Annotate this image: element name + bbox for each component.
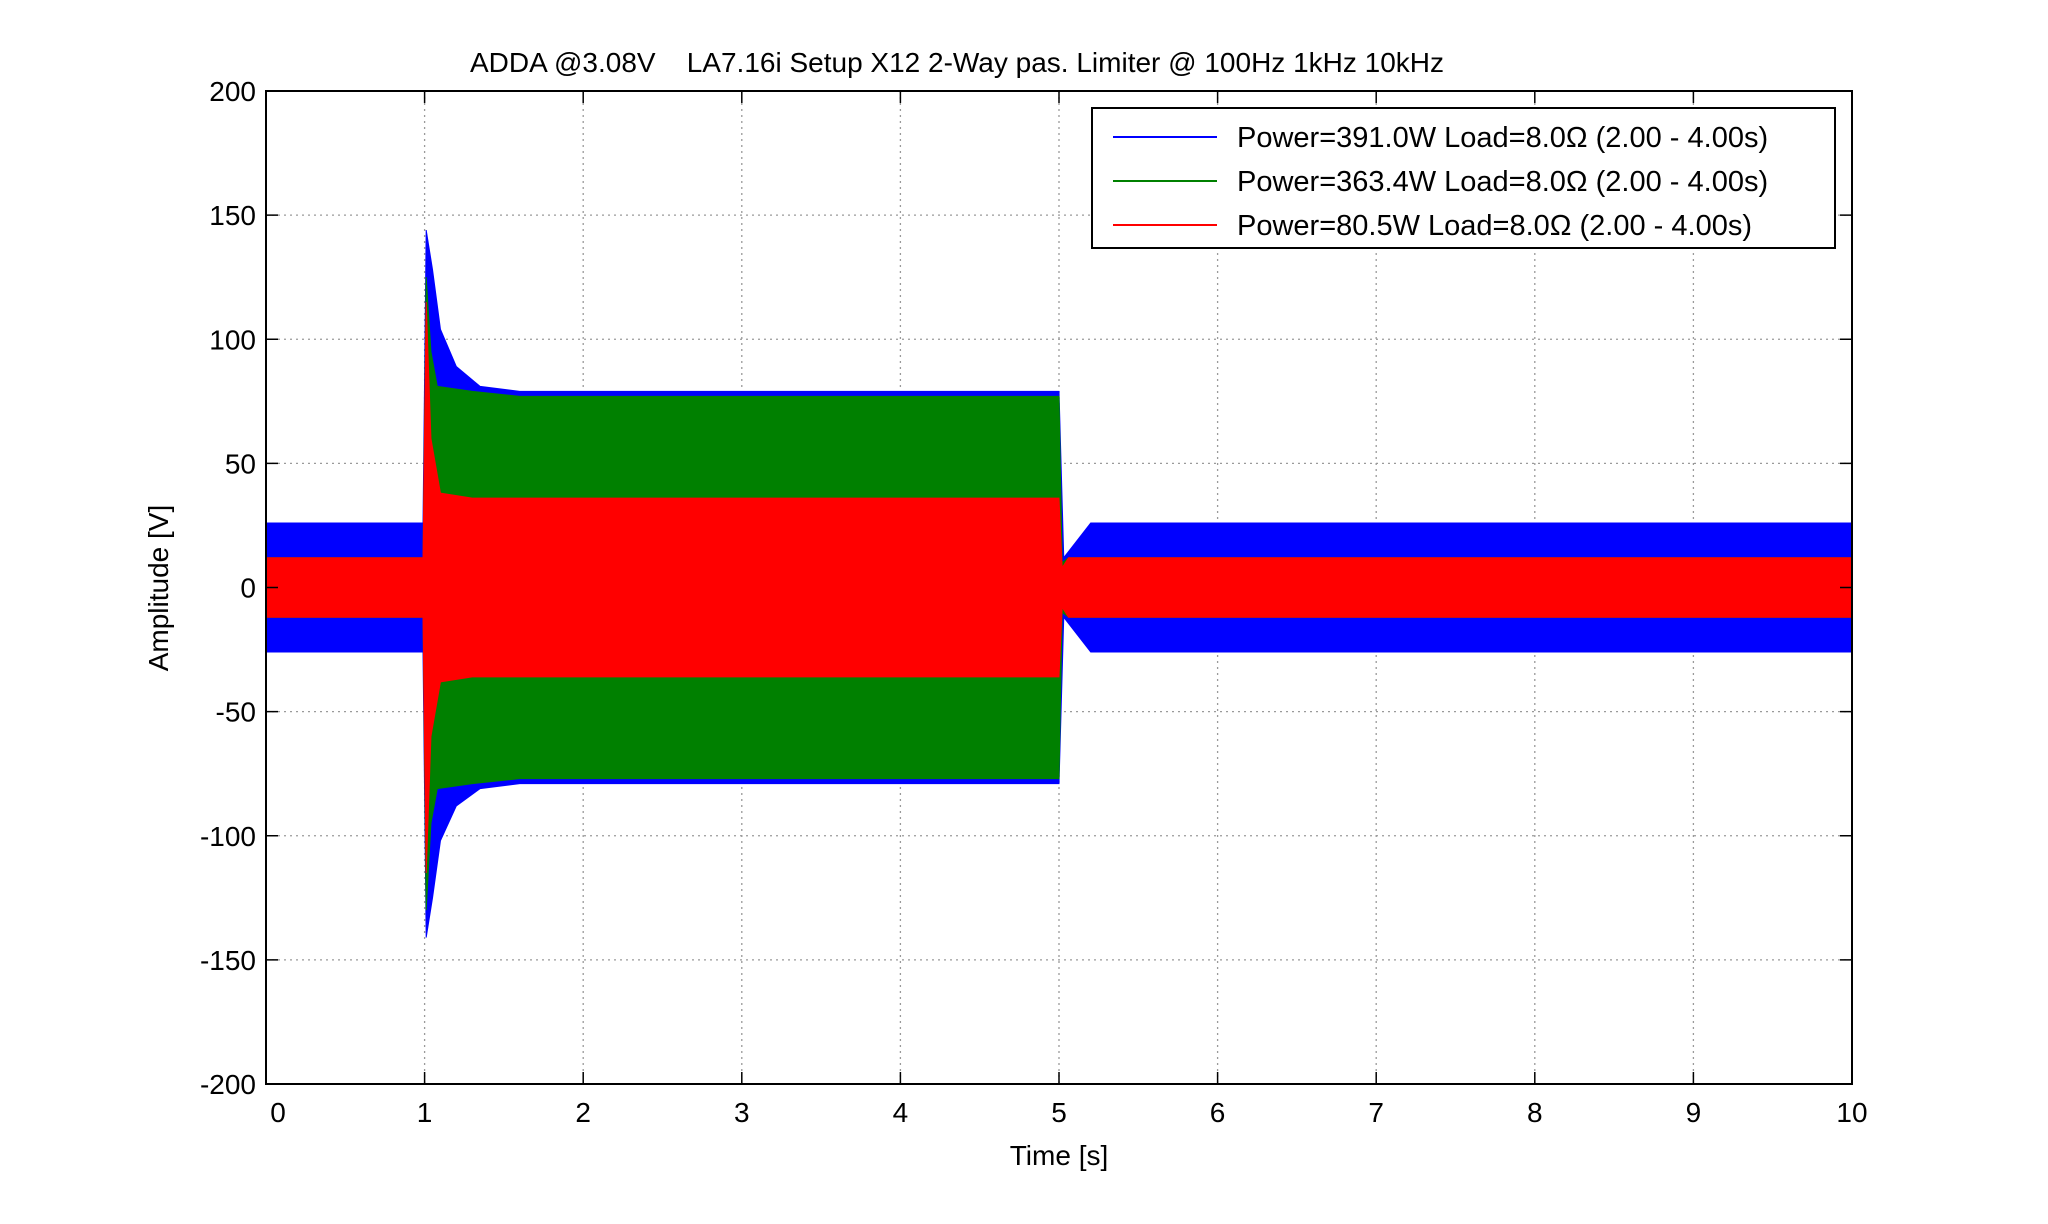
x-tick-label: 8 xyxy=(1527,1097,1543,1128)
y-tick-label: 50 xyxy=(225,448,256,479)
y-tick-label: -200 xyxy=(200,1069,256,1100)
x-tick-label: 9 xyxy=(1686,1097,1702,1128)
y-tick-label: 200 xyxy=(209,76,256,107)
x-tick-label: 2 xyxy=(575,1097,591,1128)
y-tick-label: 150 xyxy=(209,200,256,231)
legend-label-2: Power=363.4W Load=8.0Ω (2.00 - 4.00s) xyxy=(1237,166,1768,198)
x-tick-label: 0 xyxy=(270,1097,286,1128)
legend-label-3: Power=80.5W Load=8.0Ω (2.00 - 4.00s) xyxy=(1237,210,1752,242)
y-tick-label: -100 xyxy=(200,821,256,852)
y-tick-label: 0 xyxy=(240,573,256,604)
x-tick-label: 6 xyxy=(1210,1097,1226,1128)
x-tick-label: 3 xyxy=(734,1097,750,1128)
chart-title: ADDA @3.08V LA7.16i Setup X12 2-Way pas.… xyxy=(470,47,1444,78)
x-tick-label: 1 xyxy=(417,1097,433,1128)
y-tick-label: 100 xyxy=(209,324,256,355)
y-axis-label: Amplitude [V] xyxy=(143,505,174,672)
legend-box xyxy=(1091,107,1836,249)
ticks: 0 1 2 3 4 5 6 7 8 9 10 200 150 100 50 0 -50 -100 -150 -200 xyxy=(200,76,1868,1128)
legend: Power=391.0W Load=8.0Ω (2.00 - 4.00s) Pow… xyxy=(1091,107,1836,249)
x-tick-label: 10 xyxy=(1836,1097,1867,1128)
x-tick-label: 5 xyxy=(1051,1097,1067,1128)
y-tick-label: -150 xyxy=(200,945,256,976)
legend-label-1: Power=391.0W Load=8.0Ω (2.00 - 4.00s) xyxy=(1237,122,1768,154)
series-areas xyxy=(265,229,1853,938)
x-tick-label: 7 xyxy=(1368,1097,1384,1128)
y-tick-label: -50 xyxy=(216,697,256,728)
x-tick-label: 4 xyxy=(893,1097,909,1128)
x-axis-label: Time [s] xyxy=(1010,1140,1109,1171)
